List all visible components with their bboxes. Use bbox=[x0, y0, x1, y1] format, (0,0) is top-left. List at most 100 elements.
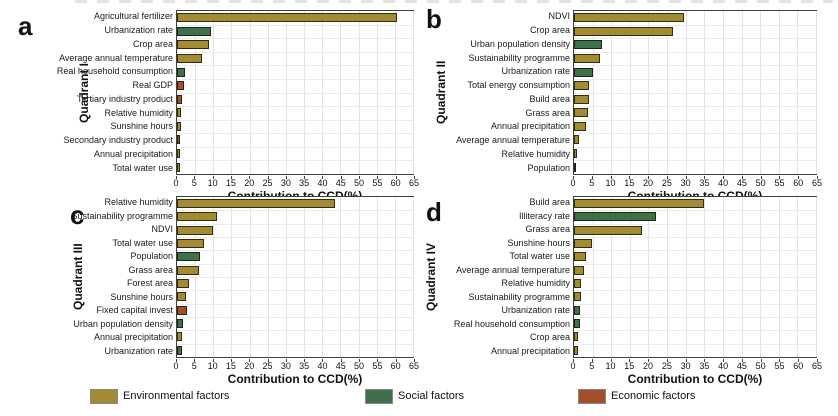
bar-environmental bbox=[574, 199, 704, 209]
tick-label: 50 bbox=[354, 361, 365, 371]
bar-economic bbox=[177, 81, 184, 91]
tick-label: 35 bbox=[699, 178, 710, 188]
panel-letter: c bbox=[70, 200, 85, 230]
bar-environmental bbox=[574, 54, 600, 64]
bar-row bbox=[574, 250, 816, 263]
bar-environmental bbox=[177, 108, 181, 118]
tick-mark bbox=[285, 176, 287, 179]
tick-mark bbox=[685, 359, 687, 362]
tick-mark bbox=[573, 176, 574, 179]
tick-label: 40 bbox=[718, 178, 729, 188]
tick-mark bbox=[304, 176, 306, 179]
x-axis-ticks: 0 5 10 15 20 25 30 35 40 45 50 55 60 65 bbox=[173, 176, 419, 189]
bar-row bbox=[177, 92, 413, 106]
bar-row bbox=[574, 52, 816, 66]
tick-mark bbox=[377, 359, 379, 362]
gridline bbox=[816, 11, 817, 174]
bar-row bbox=[574, 344, 816, 357]
category-label: Real household consumption bbox=[453, 318, 570, 329]
gridline bbox=[574, 24, 816, 26]
bar-social bbox=[177, 319, 183, 329]
category-label: Urbanization rate bbox=[104, 25, 173, 36]
tick-label: 55 bbox=[774, 178, 785, 188]
tick-label: 45 bbox=[335, 361, 346, 371]
tick-label: 0 bbox=[173, 361, 179, 371]
x-axis-ticks: 0 5 10 15 20 25 30 35 40 45 50 55 60 65 bbox=[570, 176, 822, 189]
legend-label: Economic factors bbox=[611, 390, 696, 402]
bar-plot-area bbox=[573, 10, 817, 175]
bar-social bbox=[177, 67, 186, 77]
category-label: Grass area bbox=[128, 264, 173, 275]
category-labels: Relative humidity Sustainability programm… bbox=[1, 196, 173, 358]
tick-mark bbox=[359, 359, 361, 362]
gridline bbox=[177, 51, 413, 53]
category-label: Urban population density bbox=[470, 38, 570, 49]
category-label: Relative humidity bbox=[501, 278, 570, 289]
gridline bbox=[177, 146, 413, 148]
bar-row bbox=[574, 160, 816, 174]
bar-row bbox=[574, 147, 816, 161]
tick-mark bbox=[648, 176, 650, 179]
tick-label: 65 bbox=[811, 361, 823, 371]
bar-social bbox=[574, 40, 603, 50]
tick-label: 45 bbox=[736, 361, 747, 371]
bar-row bbox=[177, 304, 413, 317]
bar-row bbox=[177, 38, 413, 52]
category-label: Sustainability programme bbox=[468, 291, 570, 302]
tick-label: 25 bbox=[661, 361, 672, 371]
x-axis-ticks: 0 5 10 15 20 25 30 35 40 45 50 55 60 65 bbox=[570, 359, 822, 372]
bar-row bbox=[177, 11, 413, 25]
bar-row bbox=[177, 290, 413, 303]
panel-d-quadrant-4: d Quadrant IV Build area Illiteracy rate G… bbox=[419, 196, 838, 386]
tick-mark bbox=[741, 176, 743, 179]
x-axis-title: Contribution to CCD(%) bbox=[227, 372, 363, 386]
gridline bbox=[177, 263, 413, 265]
bar-row bbox=[574, 304, 816, 317]
bar-environmental bbox=[574, 265, 585, 275]
bar-environmental bbox=[574, 94, 589, 104]
bar-row bbox=[574, 38, 816, 52]
bar-row bbox=[177, 250, 413, 263]
category-label: Relative humidity bbox=[104, 107, 173, 118]
bar-row bbox=[177, 133, 413, 147]
tick-mark bbox=[267, 359, 269, 362]
bar-plot-area bbox=[176, 10, 414, 175]
gridline bbox=[816, 197, 817, 357]
category-label: Relative humidity bbox=[501, 148, 570, 159]
tick-mark bbox=[230, 176, 232, 179]
panel-letter: d bbox=[426, 197, 442, 227]
tick-mark bbox=[629, 176, 631, 179]
tick-label: 55 bbox=[372, 178, 383, 188]
tick-mark bbox=[194, 176, 196, 179]
tick-label: 15 bbox=[225, 178, 236, 188]
tick-label: 30 bbox=[680, 361, 691, 371]
tick-mark bbox=[194, 359, 196, 362]
bar-row bbox=[574, 25, 816, 39]
category-label: Grass area bbox=[525, 224, 570, 235]
tick-mark bbox=[322, 176, 324, 179]
category-label: Average annual temperature bbox=[456, 135, 570, 146]
bar-social bbox=[574, 162, 576, 172]
tick-label: 5 bbox=[191, 178, 197, 188]
tick-mark bbox=[395, 359, 397, 362]
gridline bbox=[574, 38, 816, 40]
bar-environmental bbox=[177, 54, 203, 64]
legend: Environmental factors Social factors Eco… bbox=[0, 386, 838, 416]
category-label: Crop area bbox=[529, 332, 570, 343]
bar-row bbox=[574, 330, 816, 343]
bar-plot-area bbox=[176, 196, 414, 358]
bar-row bbox=[574, 92, 816, 106]
tick-label: 20 bbox=[244, 178, 255, 188]
tick-mark bbox=[340, 359, 342, 362]
bar-environmental bbox=[574, 121, 586, 131]
tick-mark bbox=[573, 359, 574, 362]
tick-mark bbox=[817, 359, 818, 362]
panel-b-quadrant-2: b Quadrant II NDVI Crop area Urban populat… bbox=[419, 3, 838, 202]
tick-label: 25 bbox=[661, 178, 672, 188]
bar-row bbox=[574, 11, 816, 25]
bar-environmental bbox=[574, 135, 579, 145]
environmental-swatch-icon bbox=[90, 389, 118, 404]
tick-label: 60 bbox=[390, 361, 401, 371]
tick-label: 20 bbox=[643, 361, 654, 371]
bar-social bbox=[574, 319, 580, 329]
